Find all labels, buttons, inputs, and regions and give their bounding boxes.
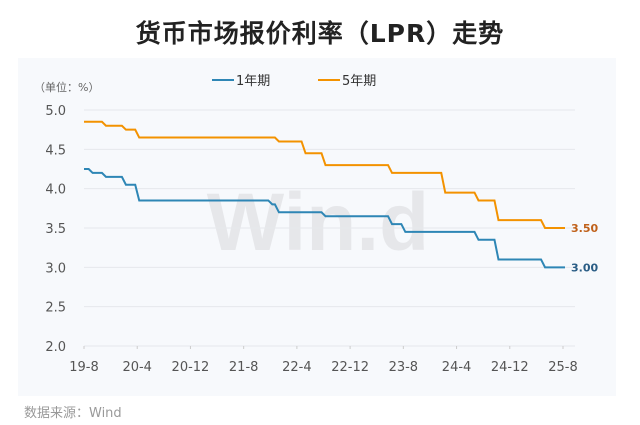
source-note: 数据来源：Wind xyxy=(24,406,122,421)
series-line-5y xyxy=(84,120,565,229)
x-tick-label: 24-12 xyxy=(491,360,529,375)
legend-label: 1年期 xyxy=(236,74,270,89)
watermark: Win.d xyxy=(207,177,429,268)
series-line-1y xyxy=(84,168,565,269)
y-tick-label: 2.0 xyxy=(45,340,66,355)
x-tick-label: 23-8 xyxy=(389,360,419,375)
end-value-label: 3.50 xyxy=(571,222,598,235)
y-tick-label: 4.5 xyxy=(45,143,66,158)
y-tick-label: 3.0 xyxy=(45,261,66,276)
x-tick-label: 19-8 xyxy=(69,360,99,375)
y-tick-label: 2.5 xyxy=(45,301,66,316)
y-tick-label: 3.5 xyxy=(45,222,66,237)
x-tick-label: 20-4 xyxy=(122,360,152,375)
chart-panel xyxy=(18,58,616,396)
unit-label: （单位：%） xyxy=(34,80,99,94)
legend-label: 5年期 xyxy=(342,74,376,89)
y-tick-label: 4.0 xyxy=(45,183,66,198)
x-tick-label: 22-4 xyxy=(282,360,312,375)
x-tick-label: 22-12 xyxy=(331,360,369,375)
x-tick-label: 25-8 xyxy=(548,360,578,375)
x-tick-label: 24-4 xyxy=(442,360,472,375)
x-tick-label: 20-12 xyxy=(172,360,210,375)
y-tick-label: 5.0 xyxy=(45,104,66,119)
x-tick-label: 21-8 xyxy=(229,360,259,375)
end-value-label: 3.00 xyxy=(571,261,598,274)
chart-title: 货币市场报价利率（LPR）走势 xyxy=(135,19,505,48)
